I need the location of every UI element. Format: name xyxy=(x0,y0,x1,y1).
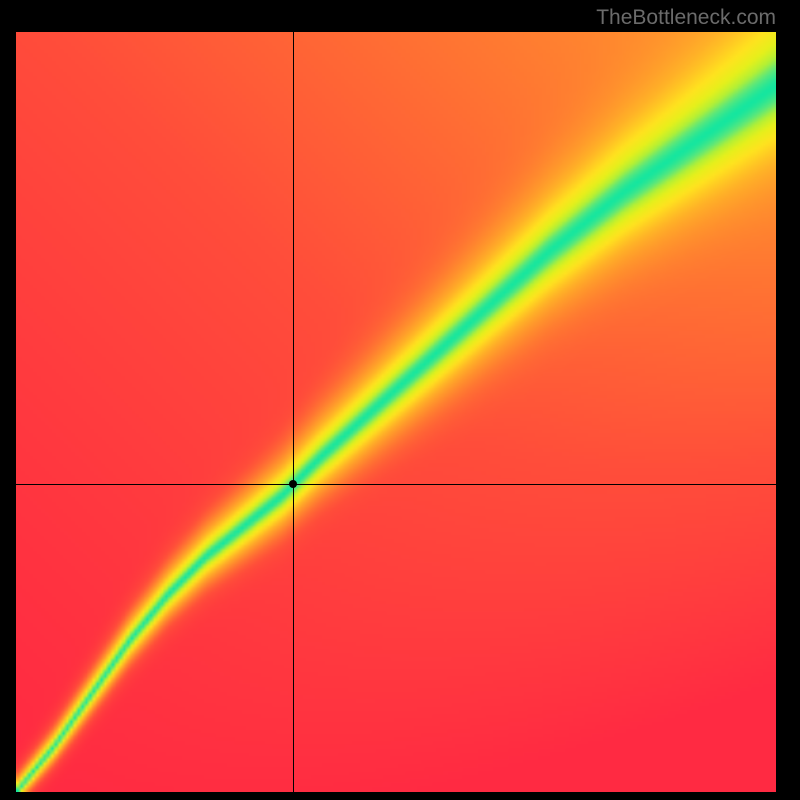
plot-area xyxy=(16,32,776,792)
crosshair-vertical xyxy=(293,32,294,792)
marker-dot xyxy=(289,480,297,488)
attribution-text: TheBottleneck.com xyxy=(596,6,776,30)
crosshair-horizontal xyxy=(16,484,776,485)
heatmap-canvas xyxy=(16,32,776,792)
